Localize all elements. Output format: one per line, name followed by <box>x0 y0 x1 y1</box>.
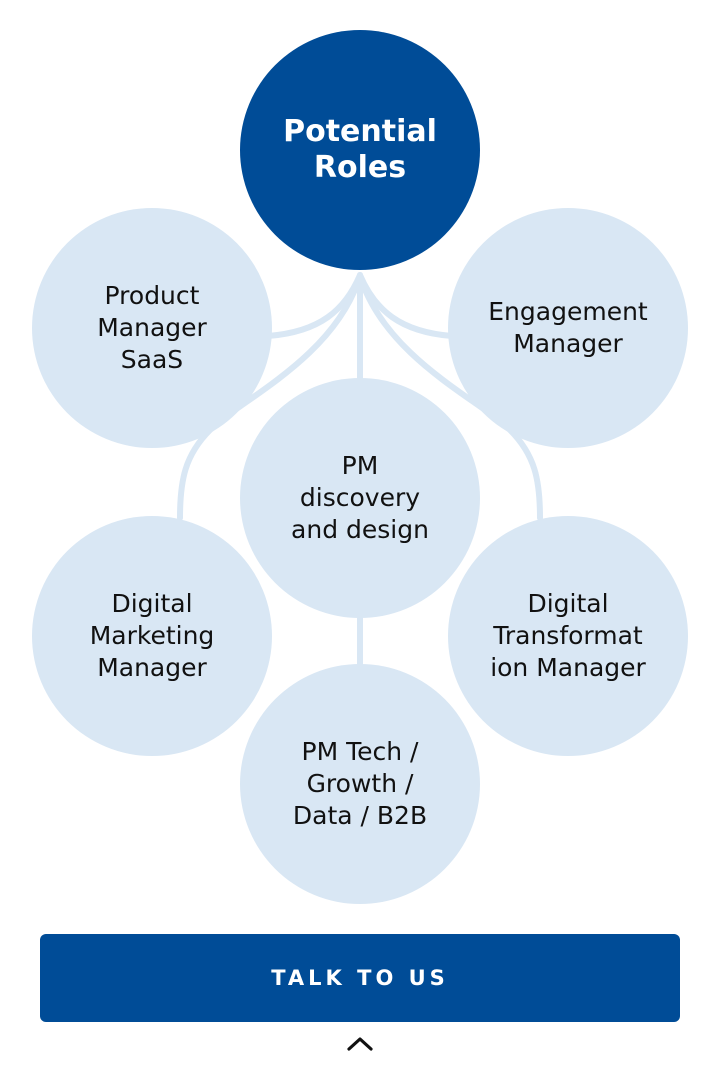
node-label: Digital Marketing Manager <box>89 589 215 682</box>
node-label: Product Manager SaaS <box>97 281 207 374</box>
node-label: PM Tech / Growth / Data / B2B <box>292 737 428 830</box>
node-label: Engagement Manager <box>488 297 648 358</box>
node-pm-discovery-design[interactable]: PM discovery and design <box>240 378 480 618</box>
node-label: PM discovery and design <box>291 451 429 544</box>
node-digital-marketing-manager[interactable]: Digital Marketing Manager <box>32 516 272 756</box>
node-pm-tech-growth[interactable]: PM Tech / Growth / Data / B2B <box>240 664 480 904</box>
node-potential-roles[interactable]: Potential Roles <box>240 30 480 270</box>
node-label: Potential Roles <box>283 114 437 185</box>
node-engagement-manager[interactable]: Engagement Manager <box>448 208 688 448</box>
node-digital-transformation-manager[interactable]: Digital Transformat ion Manager <box>448 516 688 756</box>
node-product-manager-saas[interactable]: Product Manager SaaS <box>32 208 272 448</box>
talk-to-us-button[interactable]: TALK TO US <box>40 934 680 1022</box>
node-label: Digital Transformat ion Manager <box>490 589 646 682</box>
chevron-up-icon[interactable] <box>346 1034 374 1054</box>
